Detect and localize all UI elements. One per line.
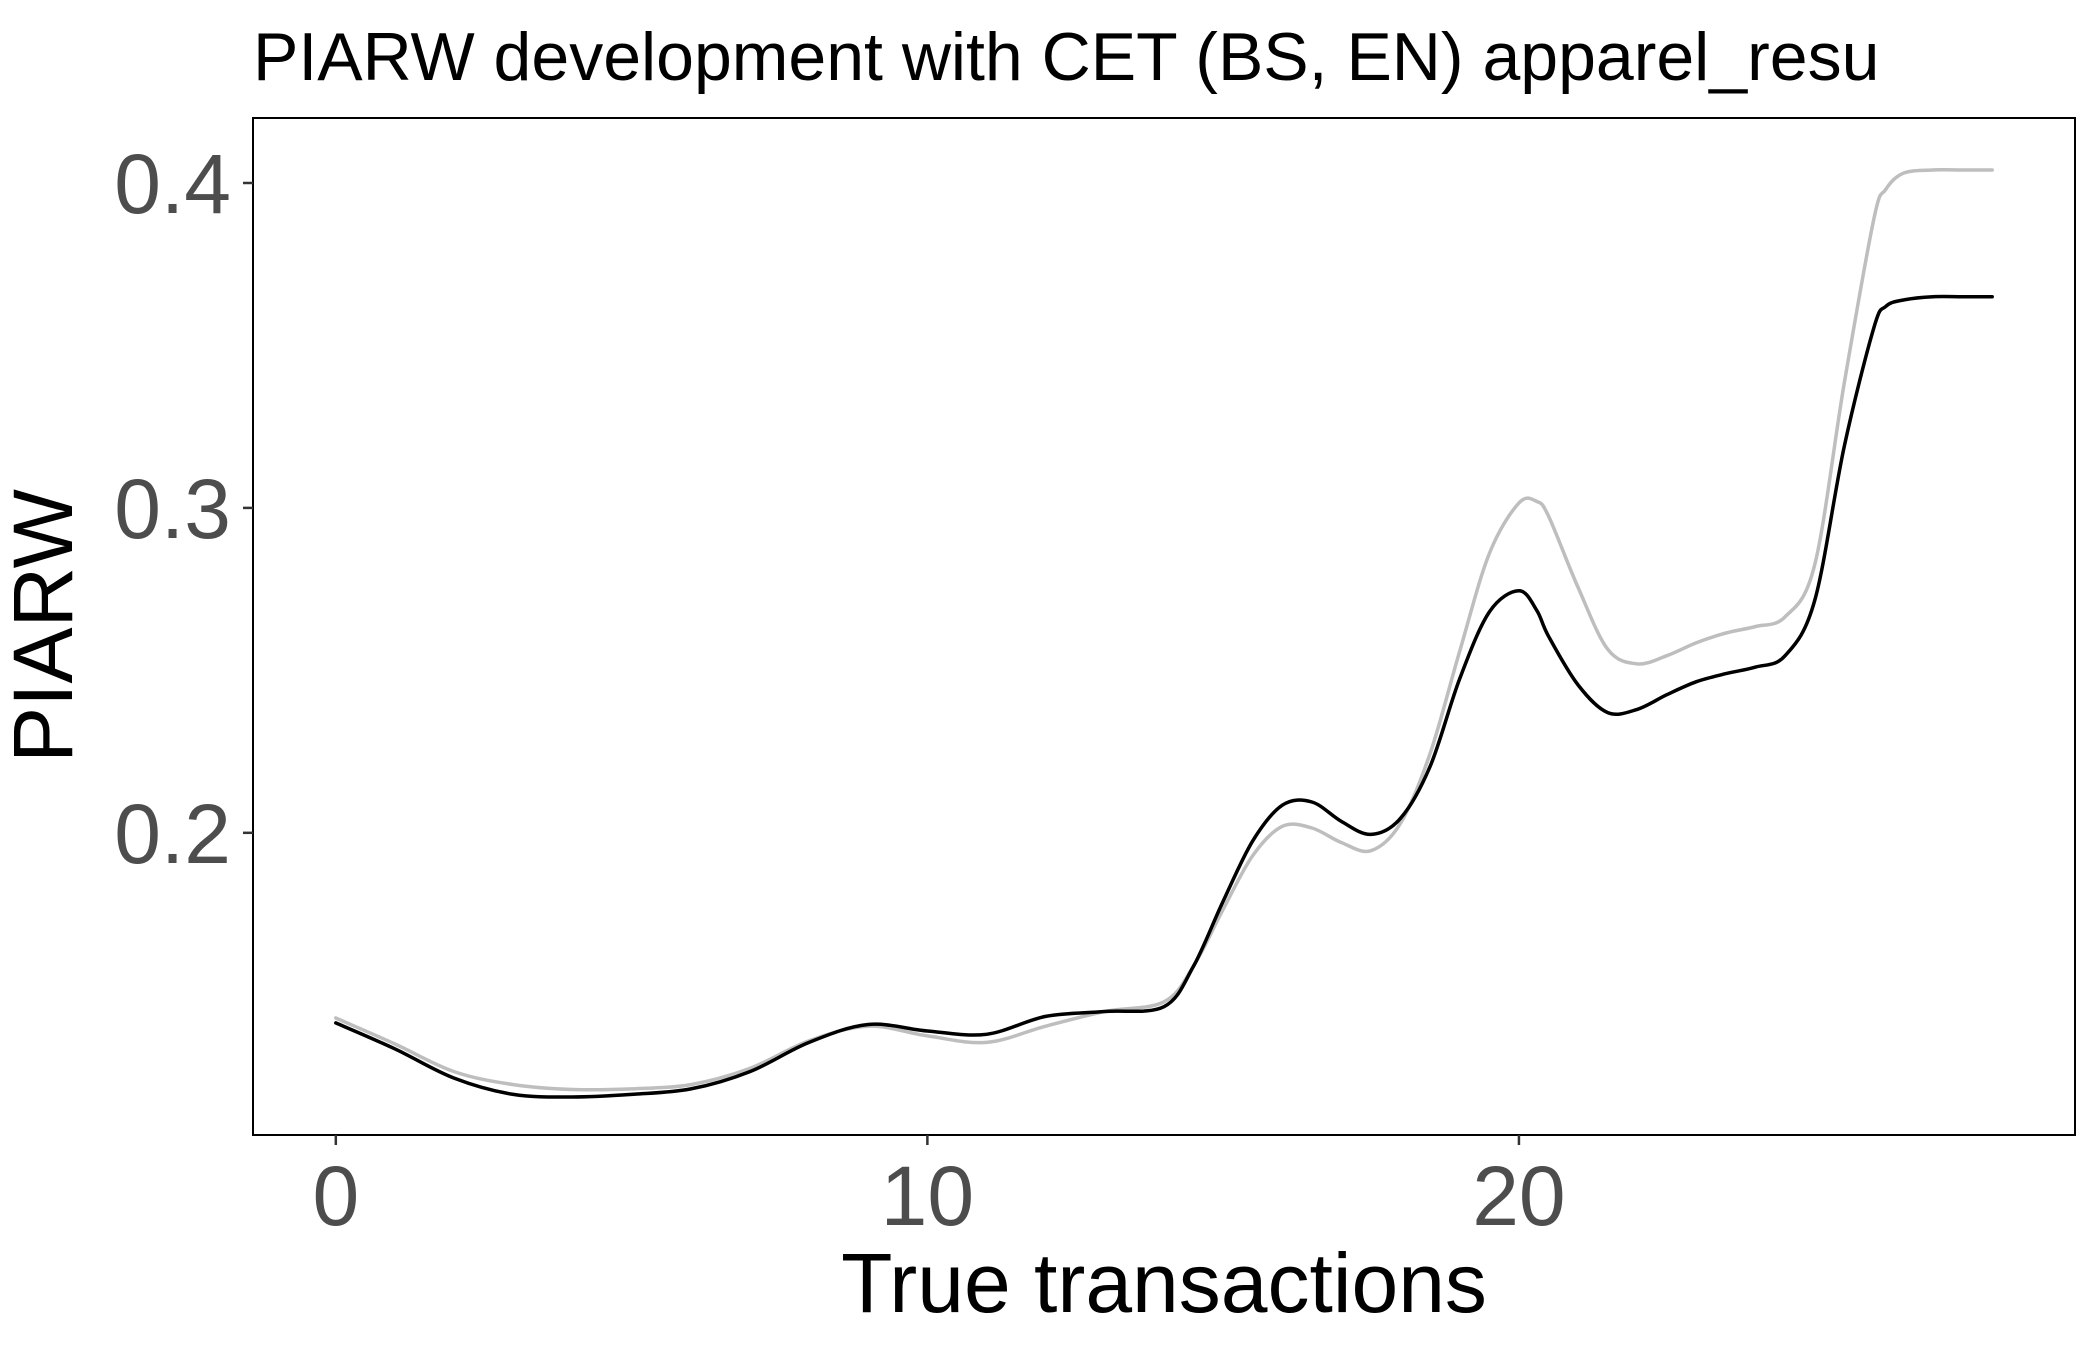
y-tick-label: 0.4 <box>114 137 231 231</box>
axis-ticks: 0 10 20 0.2 0.3 0.4 <box>114 137 1565 1243</box>
grid-lines <box>253 118 2075 1135</box>
x-tick-label: 10 <box>881 1149 974 1243</box>
series-layer <box>334 167 1994 1099</box>
x-axis-title: True transactions <box>841 1236 1487 1330</box>
series-line-2 <box>334 167 1994 1092</box>
x-tick-label: 20 <box>1472 1149 1565 1243</box>
chart-title: PIARW development with CET (BS, EN) appa… <box>253 19 1879 95</box>
y-tick-label: 0.2 <box>114 787 231 881</box>
series-line-1 <box>334 294 1994 1099</box>
y-axis-title: PIARW <box>0 489 90 763</box>
y-tick-label: 0.3 <box>114 462 231 556</box>
x-tick-label: 0 <box>312 1149 359 1243</box>
plot-panel <box>252 117 2076 1136</box>
